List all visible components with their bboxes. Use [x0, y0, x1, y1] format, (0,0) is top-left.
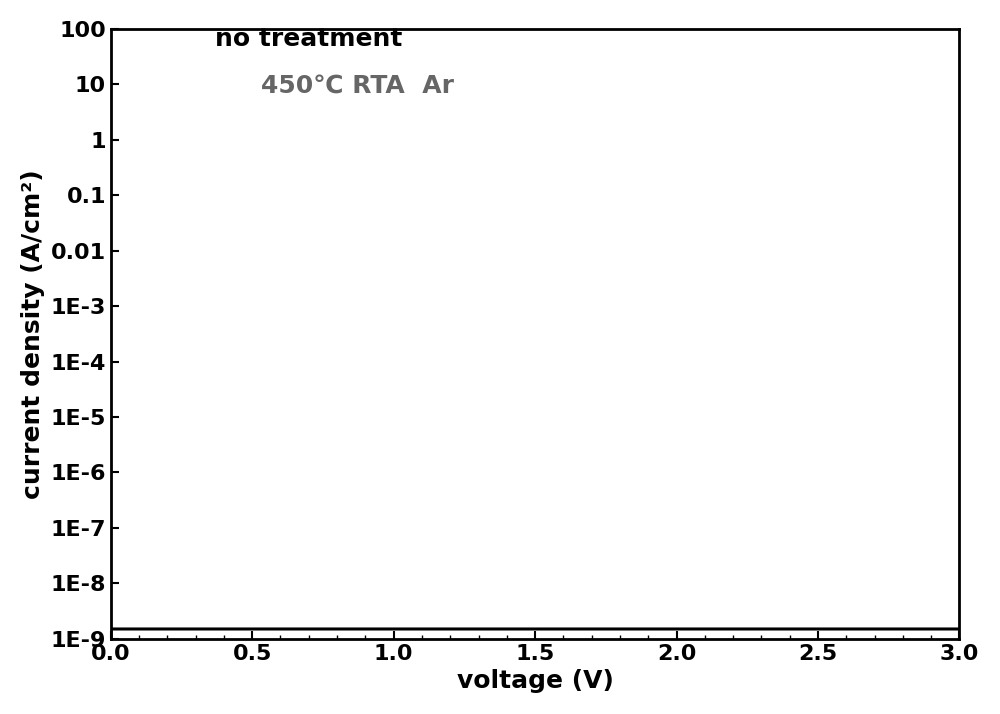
- X-axis label: voltage (V): voltage (V): [457, 669, 614, 693]
- Text: 450℃ RTA  Ar: 450℃ RTA Ar: [261, 74, 454, 98]
- Y-axis label: current density (A/cm²): current density (A/cm²): [21, 169, 45, 498]
- Text: no treatment: no treatment: [215, 26, 403, 51]
